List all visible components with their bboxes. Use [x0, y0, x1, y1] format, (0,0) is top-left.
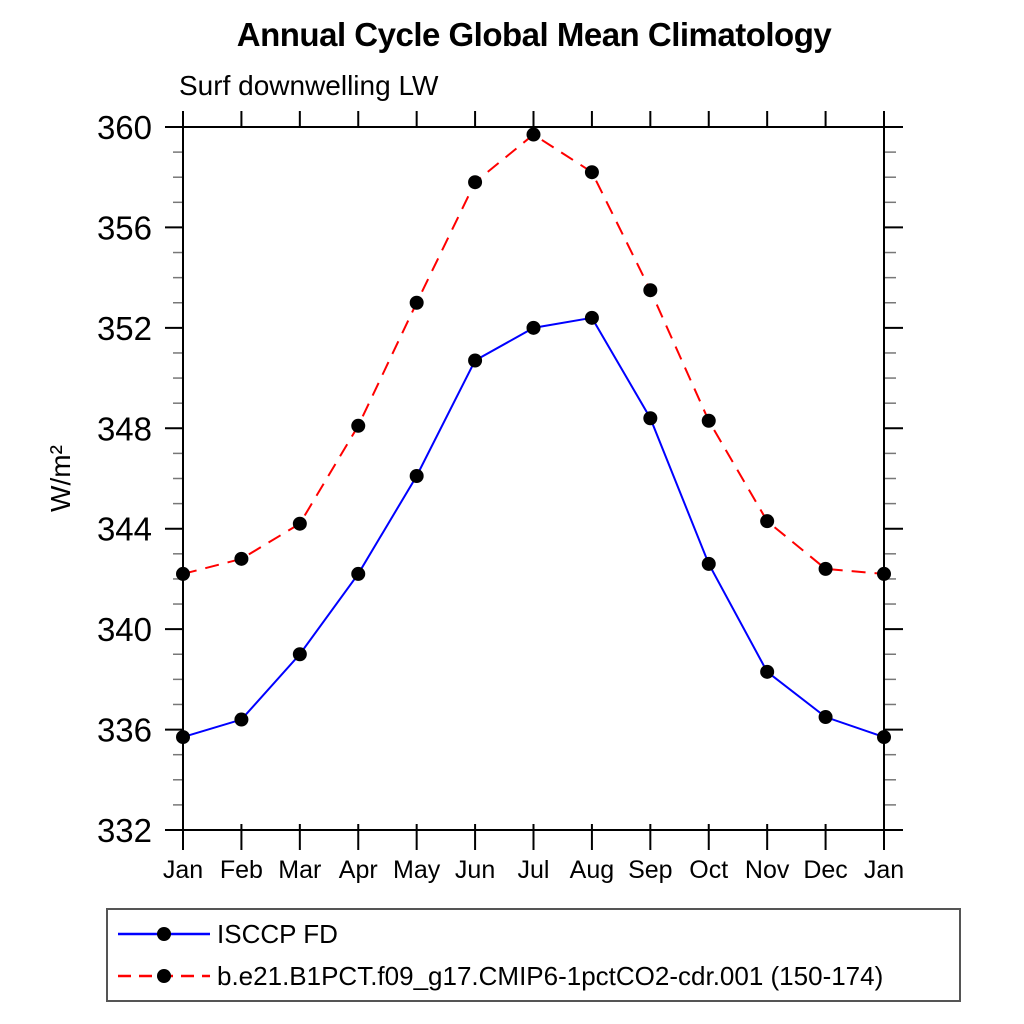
chart-title: Annual Cycle Global Mean Climatology [236, 16, 832, 53]
y-tick-label: 344 [97, 511, 152, 548]
legend: ISCCP FD b.e21.B1PCT.f09_g17.CMIP6-1pctC… [106, 908, 961, 1002]
series-line-0 [182, 316, 885, 739]
legend-entry-model: b.e21.B1PCT.f09_g17.CMIP6-1pctCO2-cdr.00… [113, 957, 959, 995]
data-point-marker [234, 551, 249, 566]
x-tick-label: Jan [163, 856, 203, 884]
x-tick-label: Oct [689, 856, 728, 884]
data-point-marker [760, 514, 775, 529]
x-tick-label: Jan [864, 856, 904, 884]
data-point-marker [643, 411, 658, 426]
data-point-marker [526, 320, 541, 335]
y-tick-label: 332 [97, 812, 152, 849]
data-point-marker [292, 647, 307, 662]
y-tick-label: 356 [97, 209, 152, 246]
y-tick-label: 352 [97, 310, 152, 347]
data-point-marker [526, 127, 541, 142]
series-line-1 [182, 133, 885, 575]
data-point-marker [701, 413, 716, 428]
data-point-marker [409, 468, 424, 483]
x-tick-label: Sep [628, 856, 672, 884]
plot-area: 332 336 340 344 348 352 356 360 Jan Feb Mar Apr May J… [45, 109, 904, 884]
data-point-marker [818, 561, 833, 576]
data-point-marker [468, 353, 483, 368]
legend-line-dashed-icon [118, 969, 210, 983]
data-point-marker [877, 730, 891, 745]
legend-line-solid-icon [118, 927, 210, 941]
y-axis-label: W/m² [45, 445, 76, 512]
data-point-marker [409, 295, 424, 310]
data-point-marker [818, 710, 833, 725]
x-tick-label: May [393, 856, 441, 884]
data-point-marker [584, 165, 599, 180]
x-tick-label: Jun [455, 856, 495, 884]
y-tick-label: 340 [97, 611, 152, 648]
legend-label: ISCCP FD [217, 918, 338, 949]
data-point-marker [877, 566, 891, 581]
legend-entry-isccp: ISCCP FD [113, 915, 959, 953]
data-point-marker [234, 712, 249, 727]
data-point-marker [701, 556, 716, 571]
x-tick-label: Jul [518, 856, 550, 884]
x-tick-label: Mar [278, 856, 321, 884]
x-tick-label: Aug [570, 856, 614, 884]
data-point-marker [351, 566, 366, 581]
x-tick-label: Apr [339, 856, 378, 884]
chart-subtitle: Surf downwelling LW [179, 70, 439, 101]
legend-sample-marker-icon [157, 927, 171, 941]
data-point-marker [292, 516, 307, 531]
data-point-marker [584, 310, 599, 325]
legend-sample-marker-icon [157, 969, 171, 983]
x-tick-label: Nov [745, 856, 790, 884]
data-point-marker [176, 730, 190, 745]
data-point-marker [643, 283, 658, 298]
data-point-marker [176, 566, 190, 581]
data-point-marker [468, 175, 483, 190]
data-point-marker [760, 664, 775, 679]
x-tick-label: Dec [803, 856, 847, 884]
y-tick-label: 360 [97, 109, 152, 146]
y-tick-label: 336 [97, 712, 152, 749]
y-tick-label: 348 [97, 410, 152, 447]
x-tick-label: Feb [220, 856, 263, 884]
data-point-marker [351, 418, 366, 433]
legend-label: b.e21.B1PCT.f09_g17.CMIP6-1pctCO2-cdr.00… [217, 960, 884, 991]
plot-box [182, 126, 885, 831]
